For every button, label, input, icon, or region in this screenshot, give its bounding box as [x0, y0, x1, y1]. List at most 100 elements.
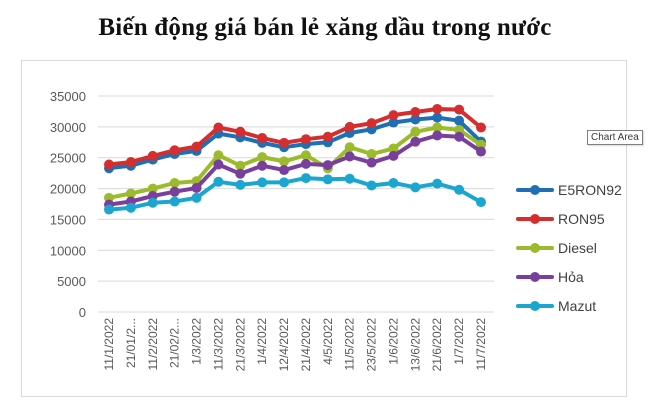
data-point[interactable] [213, 176, 224, 187]
data-point[interactable] [147, 150, 158, 161]
x-tick-label: 1/3/2022 [190, 318, 204, 365]
data-point[interactable] [169, 196, 180, 207]
data-point[interactable] [388, 150, 399, 161]
data-point[interactable] [366, 157, 377, 168]
data-point[interactable] [388, 178, 399, 189]
data-point[interactable] [169, 186, 180, 197]
data-point[interactable] [279, 137, 290, 148]
data-point[interactable] [454, 115, 465, 126]
data-point[interactable] [235, 160, 246, 171]
legend-item-diesel[interactable]: Diesel [516, 238, 597, 258]
x-tick-label: 11/2/2022 [146, 318, 160, 371]
chart-title: Biến động giá bán lẻ xăng dầu trong nước [98, 14, 552, 41]
data-point[interactable] [257, 152, 268, 163]
data-point[interactable] [344, 151, 355, 162]
data-point[interactable] [279, 177, 290, 188]
y-tick-label: 25000 [50, 151, 86, 166]
data-point[interactable] [300, 173, 311, 184]
data-point[interactable] [191, 192, 202, 203]
data-point[interactable] [432, 112, 443, 123]
data-point[interactable] [169, 145, 180, 156]
data-point[interactable] [388, 143, 399, 154]
data-point[interactable] [235, 126, 246, 137]
data-point[interactable] [432, 130, 443, 141]
y-tick-label: 15000 [50, 212, 86, 227]
data-point[interactable] [257, 132, 268, 143]
data-point[interactable] [104, 159, 114, 170]
data-point[interactable] [454, 131, 465, 142]
data-point[interactable] [476, 197, 486, 208]
data-point[interactable] [213, 150, 224, 161]
chart-area[interactable] [21, 60, 627, 397]
data-point[interactable] [279, 156, 290, 167]
data-point[interactable] [300, 134, 311, 145]
data-point[interactable] [410, 107, 421, 118]
data-point[interactable] [322, 131, 333, 142]
data-point[interactable] [432, 103, 443, 114]
data-point[interactable] [476, 146, 486, 157]
legend-item-ron95[interactable]: RON95 [516, 209, 605, 229]
series-hỏa[interactable] [104, 130, 486, 210]
legend-marker-icon [516, 301, 554, 311]
data-point[interactable] [454, 184, 465, 195]
y-tick-label: 35000 [50, 89, 86, 104]
data-point[interactable] [213, 122, 224, 133]
data-point[interactable] [410, 126, 421, 137]
data-point[interactable] [388, 110, 399, 121]
data-point[interactable] [410, 114, 421, 125]
data-point[interactable] [104, 204, 114, 215]
data-point[interactable] [191, 182, 202, 193]
data-point[interactable] [147, 183, 158, 194]
data-point[interactable] [300, 150, 311, 161]
series-mazut[interactable] [104, 173, 486, 215]
x-tick-label: 13/6/2022 [408, 318, 422, 372]
data-point[interactable] [125, 202, 136, 213]
data-point[interactable] [235, 179, 246, 190]
y-tick-label: 5000 [57, 274, 86, 289]
y-axis-labels: 0 5000 10000 15000 20000 25000 30000 35000 [50, 89, 86, 320]
data-point[interactable] [191, 141, 202, 152]
data-point[interactable] [476, 122, 486, 133]
data-point[interactable] [279, 165, 290, 176]
data-point[interactable] [432, 122, 443, 133]
y-tick-label: 10000 [50, 243, 86, 258]
x-tick-label: 11/7/2022 [474, 318, 488, 371]
data-point[interactable] [344, 121, 355, 132]
legend-label: Diesel [558, 240, 597, 256]
data-point[interactable] [125, 188, 136, 199]
data-point[interactable] [257, 160, 268, 171]
data-point[interactable] [257, 177, 268, 188]
data-point[interactable] [366, 180, 377, 191]
data-point[interactable] [213, 159, 224, 170]
data-point[interactable] [322, 160, 333, 171]
data-point[interactable] [300, 158, 311, 169]
data-point[interactable] [366, 149, 377, 160]
data-point[interactable] [169, 178, 180, 189]
data-point[interactable] [366, 118, 377, 129]
x-tick-label: 1/4/2022 [255, 318, 269, 365]
chart-area-tooltip: Chart Area [587, 130, 643, 145]
data-point[interactable] [322, 174, 333, 185]
data-point[interactable] [454, 104, 465, 115]
legend-item-mazut[interactable]: Mazut [516, 296, 596, 316]
legend-item-hỏa[interactable]: Hỏa [516, 267, 584, 287]
legend-label: Mazut [558, 298, 597, 314]
data-point[interactable] [432, 178, 443, 189]
data-point[interactable] [410, 182, 421, 193]
x-tick-label: 11/1/2022 [102, 318, 116, 371]
series-diesel[interactable] [104, 122, 486, 203]
data-point[interactable] [344, 173, 355, 184]
data-point[interactable] [344, 142, 355, 153]
x-axis-labels: 11/1/2022 21/01/2... 11/2/2022 21/02/2... 1/… [102, 318, 488, 372]
data-point[interactable] [410, 136, 421, 147]
data-point[interactable] [125, 157, 136, 168]
data-point[interactable] [235, 168, 246, 179]
data-point[interactable] [147, 197, 158, 208]
x-tick-label: 23/5/2022 [365, 318, 379, 372]
data-point[interactable] [388, 117, 399, 128]
y-tick-label: 0 [79, 305, 86, 320]
legend-marker-icon [516, 272, 554, 282]
legend-item-e5ron92[interactable]: E5RON92 [516, 180, 622, 200]
series-ron95[interactable] [104, 103, 486, 170]
